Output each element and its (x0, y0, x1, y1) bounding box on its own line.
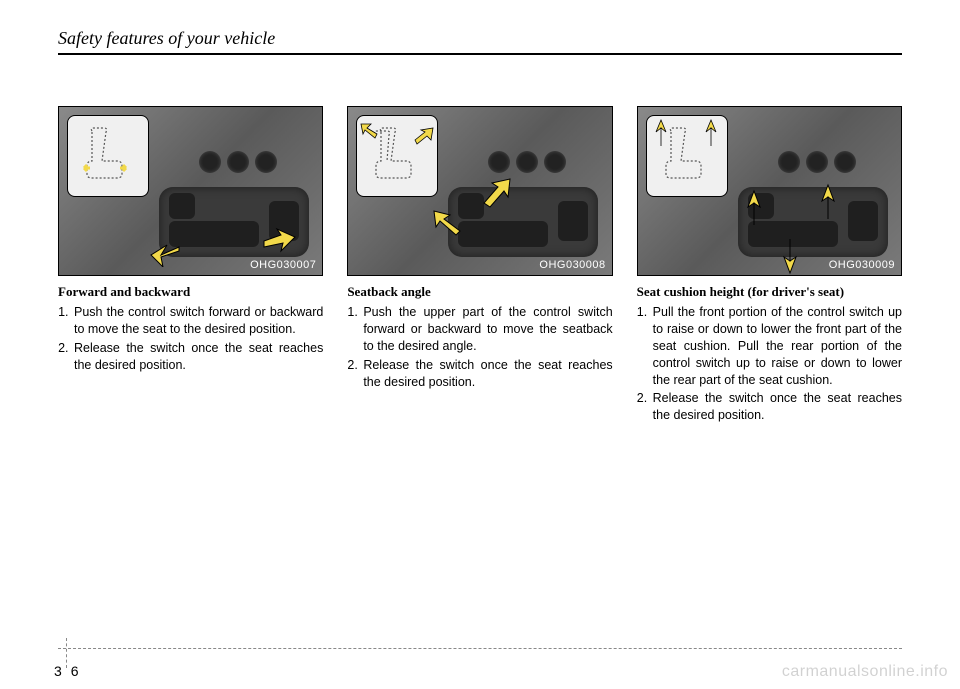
memory-button-2 (834, 151, 856, 173)
arrow-front-up-icon (744, 189, 764, 227)
figure-3: OHG030009 (637, 106, 902, 276)
arrow-tilt-back-icon (359, 120, 383, 140)
list-item: Push the control switch forward or backw… (72, 304, 323, 338)
footer: 3 6 (58, 648, 902, 649)
memory-button-set (488, 151, 510, 173)
column-3: OHG030009 Seat cushion height (for drive… (637, 106, 902, 426)
list-item: Release the switch once the seat reaches… (361, 357, 612, 391)
seat-slide-switch (458, 221, 548, 247)
list-item: Push the upper part of the control switc… (361, 304, 612, 355)
arrow-up-icon (703, 118, 719, 148)
page-section-number: 3 (54, 663, 62, 679)
arrow-forward-icon (259, 227, 299, 257)
page-numbers: 3 6 (54, 656, 79, 686)
arrow-recline-back-icon (430, 205, 470, 241)
lumbar-switch (558, 201, 588, 241)
arrow-recline-forward-icon (478, 175, 518, 211)
figure-1-label: OHG030007 (250, 259, 316, 271)
arrow-backward-icon (149, 237, 189, 267)
memory-button-1 (806, 151, 828, 173)
seat-control-panel (448, 187, 598, 257)
memory-button-2 (544, 151, 566, 173)
memory-button-1 (227, 151, 249, 173)
watermark: carmanualsonline.info (782, 663, 948, 681)
body-text-2: Push the upper part of the control switc… (347, 304, 612, 390)
arrow-down-icon (780, 237, 800, 275)
arrow-tilt-forward-icon (411, 126, 435, 146)
page-header: Safety features of your vehicle (58, 28, 902, 55)
footer-dashed-rule (58, 648, 902, 649)
section-title-3: Seat cushion height (for driver's seat) (637, 284, 902, 300)
list-item: Release the switch once the seat reaches… (72, 340, 323, 374)
page-number-divider (66, 638, 67, 668)
header-rule (58, 53, 902, 55)
header-title: Safety features of your vehicle (58, 28, 902, 49)
figure-2-label: OHG030008 (539, 259, 605, 271)
arrow-up-icon (653, 118, 669, 148)
memory-button-2 (255, 151, 277, 173)
figure-2-inset (356, 115, 438, 197)
memory-button-set (778, 151, 800, 173)
list-item: Pull the front portion of the control sw… (651, 304, 902, 388)
memory-button-1 (516, 151, 538, 173)
figure-1: OHG030007 (58, 106, 323, 276)
body-text-3: Pull the front portion of the control sw… (637, 304, 902, 424)
column-1: OHG030007 Forward and backward Push the … (58, 106, 323, 426)
page-number: 6 (71, 663, 79, 679)
figure-3-inset (646, 115, 728, 197)
lumbar-switch (848, 201, 878, 241)
column-2: OHG030008 Seatback angle Push the upper … (347, 106, 612, 426)
content-columns: OHG030007 Forward and backward Push the … (58, 106, 902, 426)
arrow-rear-up-icon (818, 183, 838, 221)
figure-2: OHG030008 (347, 106, 612, 276)
section-title-2: Seatback angle (347, 284, 612, 300)
seatback-switch (169, 193, 195, 219)
seat-outline-icon (82, 126, 132, 186)
section-title-1: Forward and backward (58, 284, 323, 300)
list-item: Release the switch once the seat reaches… (651, 390, 902, 424)
memory-button-set (199, 151, 221, 173)
body-text-1: Push the control switch forward or backw… (58, 304, 323, 374)
figure-1-inset (67, 115, 149, 197)
figure-3-label: OHG030009 (829, 259, 895, 271)
